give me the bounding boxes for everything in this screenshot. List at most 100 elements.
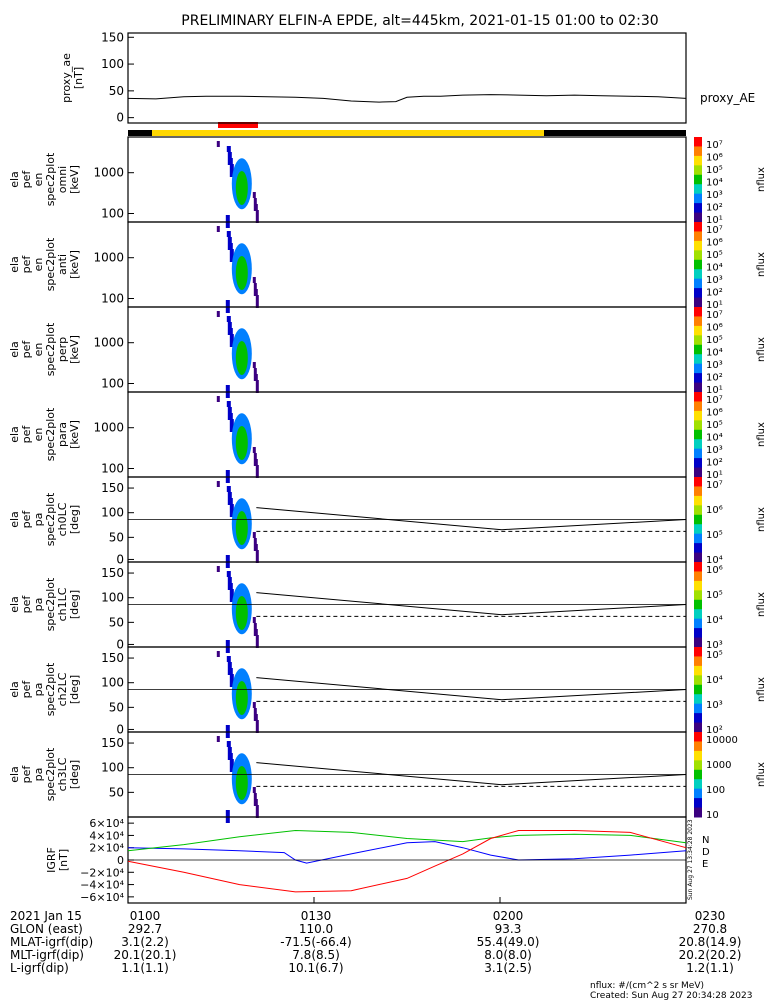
ylabel-ch0LC-3: spec2plot <box>44 492 57 546</box>
panel-ch2LC: ela pef pa spec2plot ch2LC [deg]15010050010⁵1… <box>8 646 767 738</box>
colorbar-swatch <box>694 722 702 733</box>
colorbar-ch2LC: 10⁵ 10⁴ 10³ 10² nflux <box>694 647 767 736</box>
table-cell-3-2: 7.8(8.5) <box>292 948 340 962</box>
series-line-igrf-0 <box>127 841 687 864</box>
ylabel-igrf-0: IGRF <box>45 847 58 873</box>
panel-perp: ela pef en spec2plot perp [keV] 100010010⁷10⁶1… <box>8 306 767 398</box>
colorbar-ch0LC: 10⁷ 10⁶ 10⁵ 10⁴ nflux <box>694 477 767 566</box>
colorbar-swatch <box>694 231 702 242</box>
heatmap-cell-ch0LC <box>255 550 259 563</box>
ylabel-ch0LC-0: ela <box>8 511 21 528</box>
heatmap-cell-ch3LC <box>229 759 234 772</box>
colorbar-swatch <box>694 269 702 280</box>
ylabel-para-1: pef <box>20 425 33 444</box>
heatmap-cell-ch2LC <box>252 702 256 708</box>
panel-frame-perp <box>127 306 687 393</box>
colorbar-tick-ch2LC-1: 10⁴ <box>706 675 723 686</box>
colorbar-tick-ch2LC-2: 10³ <box>706 700 723 711</box>
orbit-status-bar-left <box>128 130 152 136</box>
colorbar-swatch <box>694 193 702 204</box>
colorbar-swatch <box>694 571 702 582</box>
colorbar-swatch <box>694 694 702 705</box>
heatmap-cell-omni <box>227 152 232 165</box>
colorbar-swatch <box>694 524 702 535</box>
ylabel-anti-5: [keV] <box>68 250 81 279</box>
ylabel-ch0LC-5: [deg] <box>68 505 81 534</box>
colorbar-tick-anti-5: 10² <box>706 288 723 299</box>
heatmap-cell-ch1LC <box>227 577 232 590</box>
heatmap-cell-perp <box>216 311 220 317</box>
ylabel-ch2LC-3: spec2plot <box>44 662 57 716</box>
legend-D: D <box>702 847 710 858</box>
ylabel-ch1LC-1: pef <box>20 595 33 614</box>
colorbar-tick-ch3LC-3: 10 <box>706 810 719 821</box>
ytick-label-igrf-0: 6×10⁴ <box>89 817 124 830</box>
ylabel-omni-4: omni <box>56 166 69 193</box>
heatmap-cell-ch0LC <box>252 532 256 538</box>
colorbar-ch1LC: 10⁶ 10⁵ 10⁴ 10³ nflux <box>694 562 767 651</box>
ytick-label-ch3LC-0: 150 <box>101 736 124 750</box>
colorbar-swatch <box>694 618 702 629</box>
ytick-label-ch0LC-0: 150 <box>101 481 124 495</box>
heatmap-inner-ch1LC <box>235 596 248 630</box>
ylabel-omni-0: ela <box>8 171 21 188</box>
heatmap-cell-ch1LC <box>226 571 231 577</box>
colorbar-tick-ch3LC-1: 1000 <box>706 760 731 771</box>
colorbar-tick-omni-4: 10³ <box>706 190 723 201</box>
colorbar-swatch <box>694 137 702 147</box>
heatmap-cell-para <box>226 401 231 407</box>
ylabel-proxy_ae-1: [nT] <box>72 67 85 89</box>
ylabel-ch1LC-3: spec2plot <box>44 577 57 631</box>
colorbar-tick-para-1: 10⁶ <box>706 408 723 419</box>
colorbar-swatch <box>694 363 702 374</box>
colorbar-tick-perp-2: 10⁵ <box>706 335 723 346</box>
ylabel-ch1LC-2: pa <box>32 598 45 612</box>
heatmap-cell-ch3LC <box>253 793 257 806</box>
colorbar-swatch <box>694 562 702 572</box>
colorbar-tick-ch0LC-3: 10⁴ <box>706 555 723 566</box>
table-cell-0-2: 0130 <box>301 909 332 923</box>
colorbar-tick-ch3LC-0: 10000 <box>706 735 738 746</box>
ylabel-omni-1: pef <box>20 170 33 189</box>
ytick-label-igrf-4: −2×10⁴ <box>80 866 124 879</box>
colorbar-swatch <box>694 580 702 591</box>
table-cell-3-0: MLT-igrf(dip) <box>10 948 84 962</box>
heatmap-inner-anti <box>235 256 248 290</box>
ylabel-ch1LC-4: ch1LC <box>56 587 69 621</box>
colorbar-swatch <box>694 505 702 516</box>
series-label-proxy-ae: proxy_AE <box>700 91 755 105</box>
heatmap-cell-para <box>227 407 232 420</box>
colorbar-label-ch2LC: nflux <box>756 677 767 702</box>
colorbar-tick-ch1LC-0: 10⁶ <box>706 565 723 576</box>
colorbar-tick-para-5: 10² <box>706 458 723 469</box>
heatmap-cell-anti <box>253 283 257 296</box>
table-cell-2-3: 55.4(49.0) <box>477 935 540 949</box>
heatmap-inner-perp <box>235 341 248 375</box>
ylabel-para-3: spec2plot <box>44 407 57 461</box>
ytick-label-para-0: 1000 <box>93 421 124 435</box>
colorbar-swatch <box>694 392 702 402</box>
table-cell-4-4: 1.2(1.1) <box>686 961 734 975</box>
colorbar-swatch <box>694 222 702 232</box>
ylabel-omni-2: en <box>32 173 45 187</box>
heatmap-cell-ch0LC <box>216 481 220 487</box>
ylabel-perp-2: en <box>32 343 45 357</box>
table-cell-4-0: L-igrf(dip) <box>10 961 69 975</box>
heatmap-cell-ch2LC <box>229 674 234 687</box>
ylabel-para-4: para <box>56 422 69 447</box>
colorbar-swatch <box>694 665 702 676</box>
colorbar-tick-anti-2: 10⁵ <box>706 250 723 261</box>
colorbar-swatch <box>694 448 702 459</box>
ytick-label-ch1LC-2: 50 <box>109 615 124 629</box>
table-cell-3-4: 20.2(20.2) <box>679 948 742 962</box>
colorbar-swatch <box>694 628 702 639</box>
colorbar-label-para: nflux <box>756 422 767 447</box>
ytick-label-ch1LC-1: 100 <box>101 591 124 605</box>
colorbar-tick-omni-1: 10⁶ <box>706 153 723 164</box>
ytick-label-ch3LC-2: 50 <box>109 785 124 799</box>
colorbar-swatch <box>694 713 702 724</box>
colorbar-tick-para-2: 10⁵ <box>706 420 723 431</box>
heatmap-cell-omni <box>226 146 231 152</box>
